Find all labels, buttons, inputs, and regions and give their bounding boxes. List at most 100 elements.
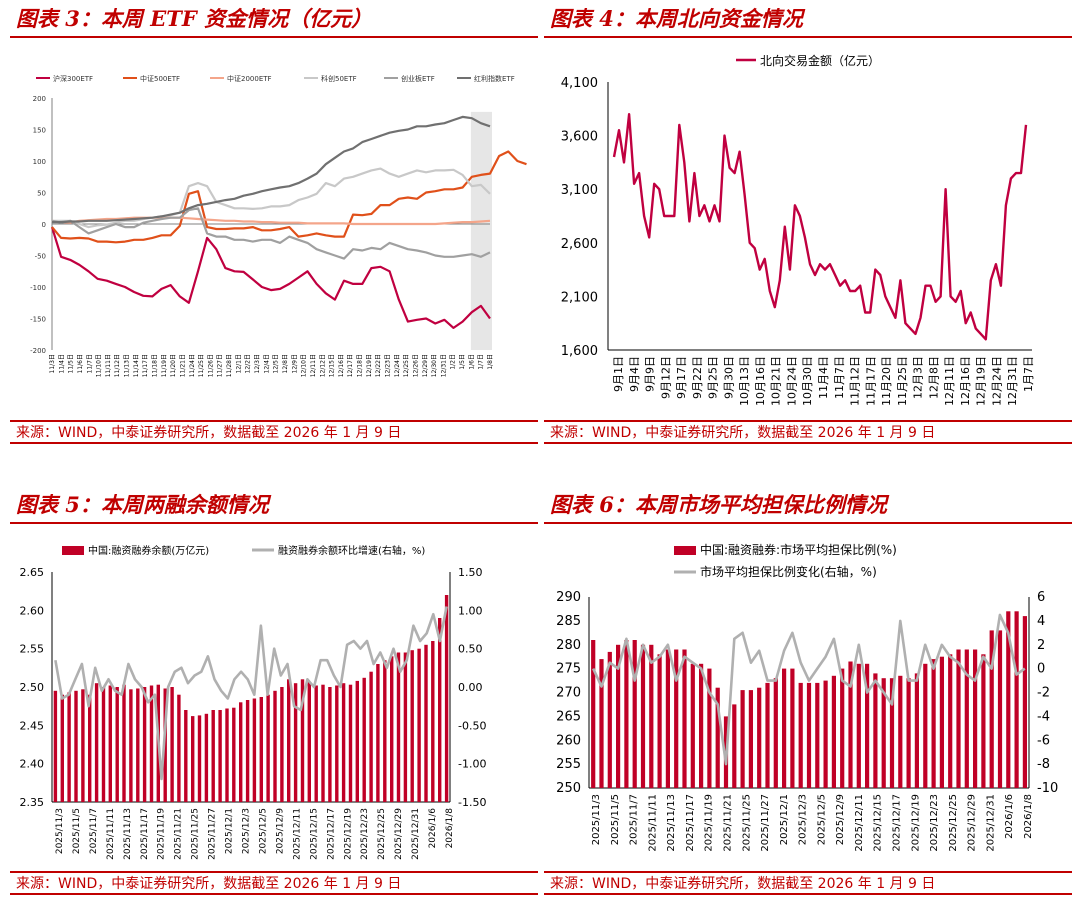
bar <box>410 650 414 802</box>
x-tick-label: 2026/1/8 <box>445 808 455 849</box>
bar <box>657 654 662 788</box>
bar <box>757 687 762 788</box>
bar <box>674 649 679 788</box>
panel-margin-balance: 图表 5：本周两融余额情况 2.65 2.60 2.55 2.50 2.45 2.40 2.… <box>10 486 538 900</box>
bar <box>831 675 836 788</box>
y-tick-label-left: 2.50 <box>20 681 45 694</box>
x-tick-label: 10月24日 <box>785 356 798 406</box>
x-tick-label: 2025/12/17 <box>892 794 903 852</box>
x-tick-label: 2025/12/23 <box>929 794 940 852</box>
y-tick-label-right: 2 <box>1037 638 1045 653</box>
source-note: 来源：WIND，中泰证券研究所，数据截至 2026 年 1 月 9 日 <box>10 871 538 895</box>
bar <box>232 707 236 802</box>
x-tick-label: 1/8日 <box>487 354 494 370</box>
x-tick-label: 12/17日 <box>347 354 354 377</box>
x-tick-label: 12/10日 <box>301 354 308 377</box>
bar <box>225 708 229 802</box>
x-tick-label: 2025/11/13 <box>123 808 133 860</box>
x-tick-label: 12月19日 <box>975 356 988 406</box>
x-tick-label: 2025/11/19 <box>157 808 167 860</box>
x-tick-label: 2025/11/7 <box>629 794 640 845</box>
bar <box>665 649 670 788</box>
bar <box>1022 616 1027 788</box>
x-tick-label: 11/7日 <box>86 354 93 373</box>
x-tick-label: 2025/12/3 <box>242 808 252 854</box>
y-tick-label-right: -1.50 <box>458 796 486 809</box>
bar <box>136 688 140 802</box>
x-tick-label: 11/28日 <box>226 354 233 377</box>
y-tick-label-right: -2 <box>1037 686 1050 701</box>
x-tick-label: 11月4日 <box>817 356 830 399</box>
panel-etf-flows: 图表 3：本周 ETF 资金情况（亿元） 200 150 100 50 0 -50 -100… <box>10 0 538 447</box>
x-tick-label: 12/24日 <box>394 354 401 377</box>
x-tick-label: 12/9日 <box>291 354 298 373</box>
x-tick-label: 12/22日 <box>375 354 382 377</box>
y-tick-label-left: 2.55 <box>20 643 45 656</box>
y-tick-label: 2,600 <box>561 237 598 252</box>
bar <box>390 656 394 802</box>
y-tick-label: 1,600 <box>561 344 598 359</box>
bar <box>300 679 305 802</box>
series-line <box>52 167 491 229</box>
bar <box>939 656 944 788</box>
x-tick-label: 12/29日 <box>422 354 429 377</box>
bar <box>273 690 277 802</box>
x-tick-label: 1/6日 <box>468 354 475 370</box>
bar <box>259 697 263 802</box>
x-tick-label: 2026/1/6 <box>1004 794 1015 839</box>
x-tick-label: 12月16日 <box>959 356 972 406</box>
bar <box>287 679 291 802</box>
bar <box>362 677 366 802</box>
legend-label: 融资融券余额环比增速(右轴，%) <box>278 544 425 557</box>
y-tick-label-right: -4 <box>1037 709 1050 724</box>
bar <box>417 648 421 802</box>
series-line <box>592 613 1026 766</box>
y-tick-label-right: 4 <box>1037 614 1045 629</box>
y-tick-label-left: 2.60 <box>20 604 45 617</box>
bar <box>101 687 106 802</box>
bar <box>815 682 820 788</box>
x-tick-label: 2025/11/27 <box>760 794 771 852</box>
series-line <box>50 226 491 329</box>
y-tick-label-right: -0.50 <box>458 719 486 732</box>
bar <box>53 690 58 802</box>
bar <box>624 640 629 788</box>
x-tick-label: 11/18日 <box>152 354 159 377</box>
x-tick-label: 2025/12/3 <box>798 794 809 845</box>
x-tick-label: 2025/11/5 <box>610 794 621 845</box>
legend-label: 科创50ETF <box>321 74 357 83</box>
series-line <box>51 207 491 260</box>
bar <box>355 680 359 802</box>
y-tick-label-right: 0 <box>1037 662 1045 677</box>
x-tick-label: 11月12日 <box>849 356 862 406</box>
legend-swatch <box>62 546 84 555</box>
x-tick-label: 1月7日 <box>1022 356 1035 392</box>
bar <box>997 630 1003 788</box>
x-tick-label: 2025/12/31 <box>411 808 421 860</box>
bar <box>348 684 353 802</box>
bar <box>321 684 325 802</box>
legend-label: 北向交易金额（亿元） <box>760 53 880 68</box>
y-tick-label: 0 <box>42 221 46 229</box>
x-tick-label: 9月17日 <box>675 356 688 399</box>
x-tick-label: 2025/12/5 <box>816 794 827 845</box>
bar <box>149 685 154 802</box>
bar <box>74 690 78 802</box>
bar <box>94 683 99 802</box>
x-tick-label: 11/14日 <box>133 354 140 377</box>
bar <box>1006 611 1011 788</box>
bar <box>218 710 222 802</box>
bar <box>881 678 886 788</box>
legend-swatch <box>674 546 696 555</box>
x-tick-label: 2025/11/3 <box>591 794 602 845</box>
y-tick-label-right: 1.00 <box>458 604 483 617</box>
bar <box>252 698 257 802</box>
x-tick-label: 10月13日 <box>738 356 751 406</box>
x-tick-label: 11/27日 <box>217 354 224 377</box>
bar <box>632 640 637 788</box>
x-tick-label: 2025/12/9 <box>835 794 846 845</box>
bar <box>823 680 828 788</box>
bar <box>424 644 428 802</box>
x-tick-label: 1/7日 <box>478 354 485 370</box>
x-tick-label: 10月30日 <box>801 356 814 406</box>
